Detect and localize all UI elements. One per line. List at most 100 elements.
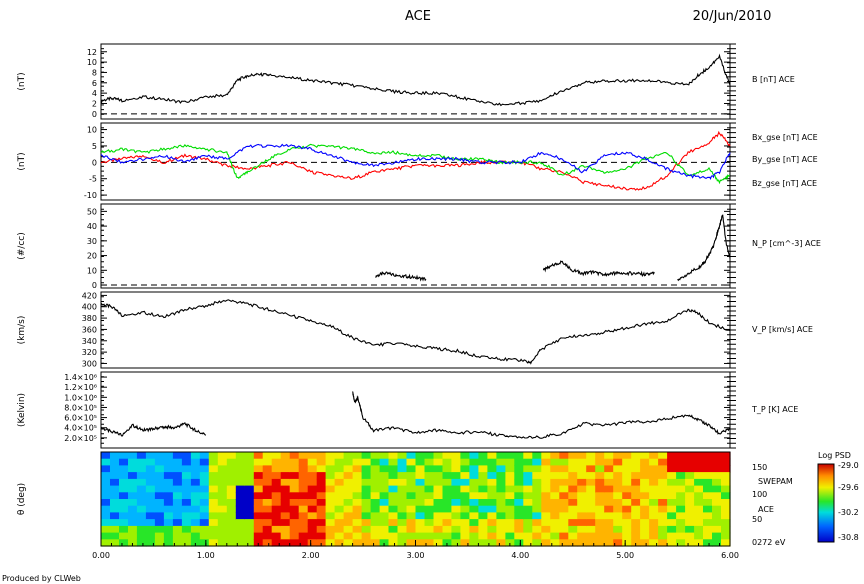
heatmap-cell [433, 465, 444, 473]
heatmap-cell [523, 539, 533, 547]
heatmap-cell [559, 505, 569, 513]
heatmap-cell [415, 465, 426, 473]
heatmap-cell [676, 465, 686, 473]
heatmap-cell [128, 458, 138, 466]
heatmap-cell [505, 492, 515, 500]
heatmap-cell [685, 519, 695, 527]
heatmap-cell [271, 478, 282, 487]
heatmap-cell [442, 465, 453, 473]
heatmap-cell [667, 458, 677, 466]
heatmap-cell [676, 492, 686, 500]
series-line-bvec [100, 143, 731, 181]
heatmap-cell [298, 478, 309, 487]
x-tick-label: 4.00 [511, 551, 529, 560]
heatmap-cell [613, 472, 623, 480]
heatmap-cell [541, 492, 551, 500]
heatmap-cell [181, 539, 192, 547]
y-tick-label: 30 [87, 237, 97, 246]
heatmap-cell [110, 532, 120, 540]
heatmap-cell [550, 458, 560, 466]
heatmap-cell [442, 539, 453, 547]
heatmap-cell [577, 512, 587, 520]
heatmap-cell [406, 512, 417, 520]
heatmap-cell [190, 512, 201, 520]
heatmap-cell [208, 492, 219, 500]
heatmap-cell [658, 499, 668, 507]
heatmap-cell [110, 499, 120, 507]
heatmap-cell [514, 492, 524, 500]
y-tick-label: 20 [87, 252, 97, 261]
y-tick-label: 50 [87, 207, 97, 216]
heatmap-cell [298, 485, 309, 493]
heatmap-cell [505, 465, 515, 473]
heatmap-cell [505, 539, 515, 547]
heatmap-cell [361, 472, 372, 480]
heatmap-cell [343, 472, 354, 480]
heatmap-cell [523, 505, 533, 513]
heatmap-cell [496, 525, 506, 534]
heatmap-cell [631, 532, 641, 540]
heatmap-cell [604, 485, 614, 493]
heatmap-cell [136, 492, 147, 500]
heatmap-cell [334, 452, 345, 460]
heatmap-cell [244, 499, 255, 507]
heatmap-cell [703, 452, 713, 460]
heatmap-cell [181, 458, 192, 466]
heatmap-cell [694, 465, 704, 473]
heatmap-cell [172, 465, 183, 473]
heatmap-cell [712, 472, 722, 480]
heatmap-cell [154, 499, 165, 507]
heatmap-cell [478, 478, 488, 487]
heatmap-cell [379, 512, 390, 520]
heatmap-cell [676, 532, 686, 540]
heatmap-cell [685, 525, 695, 534]
heatmap-cell [208, 478, 219, 487]
heatmap-cell [478, 512, 488, 520]
heatmap-cell [226, 465, 237, 473]
heatmap-cell [271, 452, 282, 460]
heatmap-cell [280, 478, 291, 487]
heatmap-cell [433, 452, 444, 460]
heatmap-cell [676, 512, 686, 520]
heatmap-cell [388, 452, 399, 460]
heatmap-cell [262, 465, 273, 473]
heatmap-cell [541, 452, 551, 460]
series-line-bvec [100, 143, 731, 185]
heatmap-cell [550, 499, 560, 507]
heatmap-cell [352, 458, 363, 466]
heatmap-cell [433, 472, 444, 480]
heatmap-cell [460, 512, 470, 520]
heatmap-cell [487, 492, 497, 500]
heatmap-cell [469, 472, 479, 480]
heatmap-cell [316, 525, 327, 534]
heatmap-cell [496, 452, 506, 460]
heatmap-cell [640, 512, 650, 520]
heatmap-cell [244, 472, 255, 480]
heatmap-cell [505, 458, 515, 466]
heatmap-cell [523, 452, 533, 460]
y-tick-label: 40 [87, 222, 97, 231]
heatmap-cell [262, 458, 273, 466]
heatmap-cell [190, 492, 201, 500]
heatmap-cell [712, 465, 722, 473]
heatmap-cell [145, 505, 156, 513]
heatmap-cell [128, 505, 138, 513]
heatmap-cell [271, 532, 282, 540]
heatmap-cell [199, 512, 210, 520]
heatmap-cell [397, 478, 408, 487]
heatmap-cell [226, 512, 237, 520]
heatmap-cell [541, 532, 551, 540]
heatmap-cell [550, 465, 560, 473]
heatmap-cell [694, 525, 704, 534]
x-tick-label: 0.00 [92, 551, 110, 560]
heatmap-cell [658, 512, 668, 520]
heatmap-cell [379, 478, 390, 487]
heatmap-cell [262, 525, 273, 534]
heatmap-cell [676, 505, 686, 513]
heatmap-cell [415, 512, 426, 520]
heatmap-cell [685, 505, 695, 513]
heatmap-cell [640, 532, 650, 540]
heatmap-cell [154, 512, 165, 520]
heatmap-cell [101, 452, 111, 460]
panel-frame [100, 203, 731, 289]
